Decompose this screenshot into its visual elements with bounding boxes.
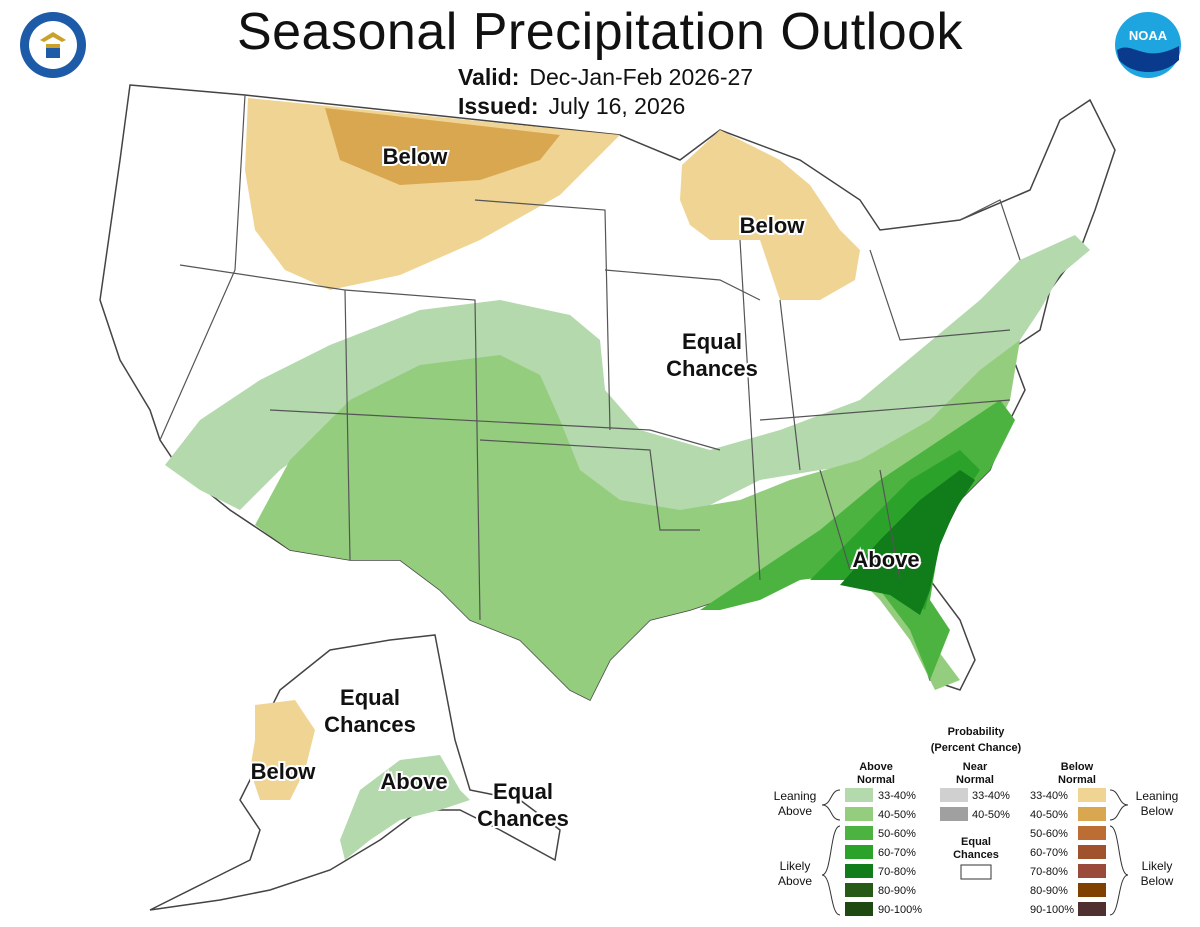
legend-below-pct-6: 90-100%	[1030, 904, 1074, 916]
legend-above-swatch-6	[845, 902, 873, 916]
legend-below-pct-1: 40-50%	[1030, 809, 1068, 821]
legend-brace-likely-above	[821, 825, 841, 916]
legend-above-pct-0: 33-40%	[878, 790, 916, 802]
legend-below-head-2: Normal	[1058, 774, 1096, 786]
label-ak-below: Below	[251, 759, 317, 784]
map-title: Seasonal Precipitation Outlook	[236, 3, 964, 61]
legend-near-swatch-1	[940, 807, 968, 821]
legend-likely-above-2: Above	[778, 874, 812, 888]
label-ak-equal-1: Equal	[340, 685, 400, 710]
commerce-seal-icon	[20, 12, 86, 78]
legend-brace-likely-below	[1109, 825, 1129, 916]
legend-below-pct-4: 70-80%	[1030, 866, 1068, 878]
above-70-80-zone	[840, 470, 975, 615]
legend-above-swatch-2	[845, 826, 873, 840]
legend-above-pct-1: 40-50%	[878, 809, 916, 821]
legend-above-swatch-3	[845, 845, 873, 859]
below-northwest-40-50	[325, 108, 560, 185]
legend-below-pct-2: 50-60%	[1030, 828, 1068, 840]
legend-below-head-1: Below	[1061, 761, 1094, 773]
label-ak-se-equal-1: Equal	[493, 779, 553, 804]
legend-title-1: Probability	[948, 726, 1006, 738]
noaa-logo-icon: NOAA	[1115, 12, 1181, 78]
legend-above-swatch-4	[845, 864, 873, 878]
legend-above-swatch-5	[845, 883, 873, 897]
legend-above-swatch-0	[845, 788, 873, 802]
legend-below-swatch-0	[1078, 788, 1106, 802]
legend-brace-leaning-below	[1109, 789, 1129, 821]
legend-leaning-below-1: Leaning	[1136, 789, 1179, 803]
label-ak-equal-2: Chances	[324, 712, 416, 737]
legend-below-pct-3: 60-70%	[1030, 847, 1068, 859]
label-ak-above: Above	[380, 769, 447, 794]
legend-leaning-above-2: Above	[778, 804, 812, 818]
legend-near-swatches: 33-40% 40-50%	[940, 788, 1010, 821]
below-great-lakes	[680, 130, 860, 300]
legend-equal-swatch	[960, 864, 992, 880]
legend-above-head-1: Above	[859, 761, 893, 773]
legend-above-swatches: 33-40% 40-50% 50-60% 60-70% 70-80% 80-90% 90-1…	[845, 788, 922, 916]
valid-label: Valid:	[458, 64, 520, 90]
legend-equal-2: Chances	[953, 849, 999, 861]
label-below-great-lakes: Below	[740, 213, 806, 238]
legend-below-swatch-1	[1078, 807, 1106, 821]
legend-above-pct-2: 50-60%	[878, 828, 916, 840]
label-equal-midwest-2: Chances	[666, 356, 758, 381]
legend-below-swatch-6	[1078, 902, 1106, 916]
legend-near-head-1: Near	[963, 761, 988, 773]
legend-above-pct-5: 80-90%	[878, 885, 916, 897]
above-33-40-band	[165, 235, 1090, 510]
legend-below-swatch-4	[1078, 864, 1106, 878]
legend-below-pct-0: 33-40%	[1030, 790, 1068, 802]
legend-near-pct-0: 33-40%	[972, 790, 1010, 802]
label-below-northwest: Below	[383, 144, 449, 169]
legend-likely-above-1: Likely	[780, 859, 811, 873]
valid-value: Dec-Jan-Feb 2026-27	[529, 64, 754, 90]
label-above-southeast: Above	[852, 547, 919, 572]
state-boundaries	[159, 94, 1021, 621]
legend-likely-below-1: Likely	[1142, 859, 1173, 873]
legend-leaning-above-1: Leaning	[774, 789, 817, 803]
legend-near-swatch-0	[940, 788, 968, 802]
legend: Probability (Percent Chance) Above Norma…	[774, 726, 1179, 916]
above-40-50-zone	[255, 340, 1020, 700]
valid-period: Valid: Dec-Jan-Feb 2026-27	[458, 64, 753, 91]
legend-likely-below-2: Below	[1141, 874, 1174, 888]
issued-value: July 16, 2026	[548, 93, 686, 119]
legend-above-pct-4: 70-80%	[878, 866, 916, 878]
legend-below-swatch-3	[1078, 845, 1106, 859]
alaska-above	[340, 755, 470, 860]
issued-date: Issued: July 16, 2026	[458, 93, 685, 120]
legend-above-head-2: Normal	[857, 774, 895, 786]
legend-brace-leaning-above	[821, 789, 841, 821]
legend-below-pct-5: 80-90%	[1030, 885, 1068, 897]
legend-below-swatch-2	[1078, 826, 1106, 840]
legend-equal-1: Equal	[961, 836, 991, 848]
legend-near-head-2: Normal	[956, 774, 994, 786]
alaska-landmass	[149, 634, 561, 911]
legend-near-pct-1: 40-50%	[972, 809, 1010, 821]
legend-below-swatches: 33-40% 40-50% 50-60% 60-70% 70-80% 80-90% 90-1…	[1030, 788, 1106, 916]
alaska-below	[250, 700, 315, 800]
noaa-logo-text: NOAA	[1129, 28, 1168, 43]
label-equal-midwest-1: Equal	[682, 329, 742, 354]
legend-above-swatch-1	[845, 807, 873, 821]
legend-above-pct-3: 60-70%	[878, 847, 916, 859]
legend-above-pct-6: 90-100%	[878, 904, 922, 916]
legend-title-2: (Percent Chance)	[931, 742, 1022, 754]
legend-leaning-below-2: Below	[1141, 804, 1174, 818]
legend-below-swatch-5	[1078, 883, 1106, 897]
issued-label: Issued:	[458, 93, 539, 119]
label-ak-se-equal-2: Chances	[477, 806, 569, 831]
